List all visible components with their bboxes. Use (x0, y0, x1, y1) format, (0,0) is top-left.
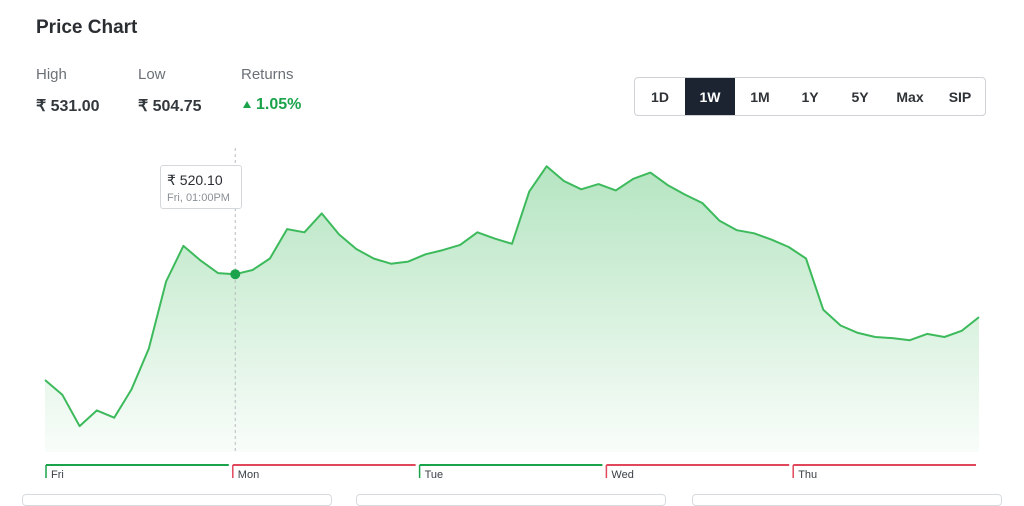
high-label: High (36, 66, 67, 83)
high-value: ₹ 531.00 (36, 98, 100, 115)
range-button-max[interactable]: Max (896, 88, 924, 105)
range-button-1w[interactable]: 1W (685, 78, 735, 115)
x-tick-label: Thu (798, 469, 817, 481)
range-button-1y[interactable]: 1Y (801, 88, 819, 105)
highlight-point (230, 269, 241, 280)
low-value: ₹ 504.75 (138, 98, 202, 115)
bottom-card (22, 494, 332, 506)
returns-label: Returns (241, 66, 294, 83)
x-tick-label: Fri (51, 469, 64, 481)
range-button-1d[interactable]: 1D (651, 88, 669, 105)
range-button-5y[interactable]: 5Y (851, 88, 869, 105)
up-triangle-icon (243, 101, 251, 108)
bottom-card (692, 494, 1002, 506)
price-tooltip: ₹ 520.10 Fri, 01:00PM (160, 165, 242, 209)
tooltip-time: Fri, 01:00PM (167, 192, 230, 204)
returns-value-wrap: 1.05% (243, 96, 301, 114)
page-title: Price Chart (36, 17, 138, 38)
range-button-sip[interactable]: SIP (948, 88, 972, 105)
range-selector: 1D 1W 1M 1Y 5Y Max SIP (634, 77, 986, 116)
low-label: Low (138, 66, 166, 83)
x-tick-label: Mon (238, 469, 259, 481)
price-line (44, 165, 980, 428)
bottom-card (356, 494, 666, 506)
tooltip-price: ₹ 520.10 (167, 172, 223, 188)
x-tick-label: Wed (611, 469, 633, 481)
returns-value: 1.05% (256, 96, 302, 113)
range-button-1m[interactable]: 1M (750, 88, 770, 105)
price-area (45, 166, 979, 453)
x-tick-label: Tue (425, 469, 444, 481)
